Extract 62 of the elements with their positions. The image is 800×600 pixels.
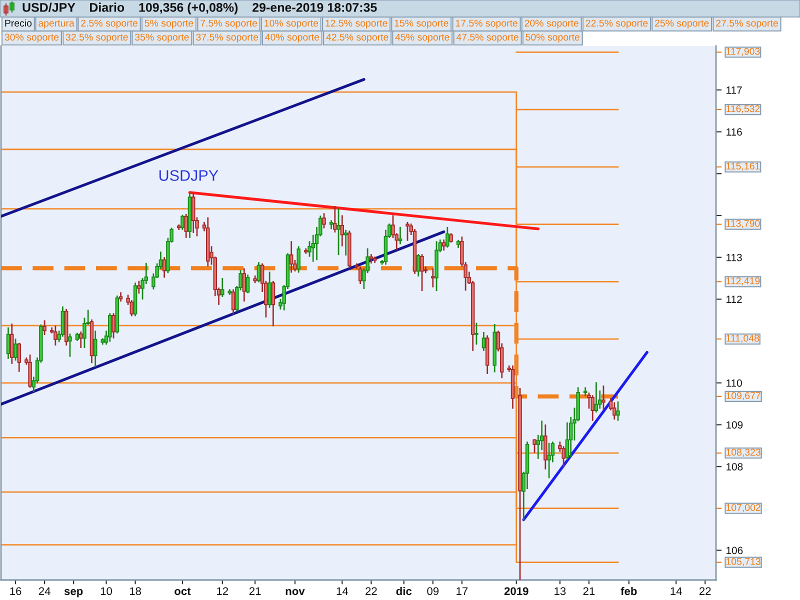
text: 42.5% soporte xyxy=(326,34,388,43)
text: 27.5% soporte xyxy=(716,20,778,29)
text: 37.5% soporte xyxy=(196,34,258,43)
text: 20% soporte xyxy=(524,20,578,29)
x-tick-label: 24 xyxy=(38,587,50,595)
text: 30% soporte xyxy=(4,34,59,43)
x-tick-label: 22 xyxy=(366,587,377,595)
x-tick-label: 14 xyxy=(670,587,682,595)
x-tick-label: 22 xyxy=(699,587,711,595)
x-tick-label: 14 xyxy=(336,587,348,595)
x-tick-label: dic xyxy=(396,586,412,596)
x-tick-label: 18 xyxy=(130,587,141,596)
text: Precio xyxy=(5,19,32,27)
x-tick-label: nov xyxy=(286,589,305,596)
x-tick-label: 10 xyxy=(100,587,112,596)
x-tick-label: 16 xyxy=(10,587,22,596)
text: 45% soporte xyxy=(395,34,450,43)
y-tick-label: 106 xyxy=(726,546,743,554)
text: 35% soporte xyxy=(135,34,189,43)
y-tick-label: 110 xyxy=(726,379,742,387)
text: 22.5% soporte xyxy=(586,20,648,29)
x-tick-label: 09 xyxy=(427,587,439,596)
text: 50% soporte xyxy=(526,34,580,43)
x-tick-label: 12 xyxy=(217,587,228,595)
x-tick-label: 21 xyxy=(249,587,261,595)
text: 117,903 xyxy=(726,48,760,56)
x-tick-label: oct xyxy=(174,588,191,596)
chart-title: USD/JPY Diario 109,356 (+0,08%) 29-ene-2019 18:07:35 xyxy=(22,2,377,14)
text: 2.5% soporte xyxy=(81,20,138,29)
text: 109,677 xyxy=(726,392,760,400)
text: 108,323 xyxy=(726,448,760,457)
text: 40% soporte xyxy=(265,34,320,43)
text: 116,532 xyxy=(726,105,760,114)
text: 107,002 xyxy=(726,504,760,512)
text: 10% soporte xyxy=(264,20,318,29)
y-tick-label: 112 xyxy=(726,296,742,303)
text: 111,048 xyxy=(726,334,760,343)
y-tick-label: 113 xyxy=(726,254,742,262)
text: 25% soporte xyxy=(655,20,709,29)
text: 105,713 xyxy=(726,558,760,566)
x-tick-label: 13 xyxy=(554,587,566,596)
x-tick-label: 17 xyxy=(456,587,468,595)
text: 112,419 xyxy=(726,277,760,286)
x-tick-label: feb xyxy=(620,586,637,596)
text: 7.5% soporte xyxy=(200,20,257,29)
x-tick-label: 21 xyxy=(583,587,595,595)
x-tick-label: sep xyxy=(64,589,83,598)
text: 15% soporte xyxy=(394,20,448,29)
y-tick-label: 108 xyxy=(726,463,743,470)
y-tick-label: 109 xyxy=(726,421,743,429)
text: 113,790 xyxy=(726,220,760,228)
text: 12.5% soporte xyxy=(326,20,388,29)
x-tick-label: 2019 xyxy=(504,587,528,596)
text: 32.5% soporte xyxy=(66,34,128,43)
text: 5% soporte xyxy=(144,20,194,29)
y-tick-label: 117 xyxy=(726,86,742,94)
text: 115,161 xyxy=(726,162,760,171)
text: USDJPY xyxy=(159,170,218,181)
text: 47.5% soporte xyxy=(456,34,518,43)
text: 17.5% soporte xyxy=(456,20,518,29)
y-tick-label: 116 xyxy=(726,128,742,136)
text: apertura xyxy=(38,20,74,29)
